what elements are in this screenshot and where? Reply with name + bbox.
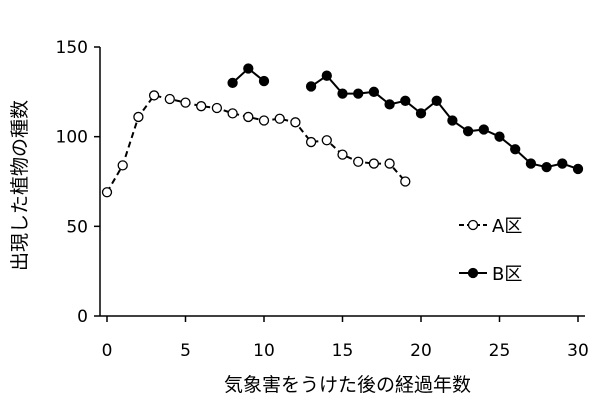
x-tick-label: 20 bbox=[410, 341, 432, 361]
series-a-point bbox=[321, 135, 332, 146]
series-b-point bbox=[368, 86, 380, 97]
series-a-point bbox=[243, 111, 254, 123]
series-b-point bbox=[258, 75, 270, 87]
series-b-point bbox=[384, 99, 395, 110]
legend-a-marker bbox=[467, 219, 479, 231]
y-axis-title: 出現した植物の種数 bbox=[9, 100, 31, 271]
series-a-point bbox=[101, 187, 113, 198]
series-b-point bbox=[337, 88, 348, 99]
series-a-point bbox=[368, 158, 380, 169]
series-a-line bbox=[106, 94, 407, 193]
x-tick-label: 15 bbox=[332, 341, 354, 361]
series-a-point bbox=[400, 176, 411, 187]
tick-group: 0 50 100 150 0 5 10 15 20 25 30 bbox=[56, 38, 589, 361]
series-b-point bbox=[305, 81, 317, 92]
series-a-point bbox=[211, 102, 223, 114]
legend: A区 B区 bbox=[459, 216, 522, 285]
series-b-point bbox=[510, 144, 521, 155]
series-b-point bbox=[353, 88, 364, 99]
series-a-point bbox=[180, 97, 191, 108]
series-b-point bbox=[494, 131, 505, 142]
x-tick-label: 5 bbox=[180, 341, 191, 361]
series-b-line bbox=[310, 74, 579, 170]
series-a-point bbox=[337, 149, 348, 160]
series-a-point bbox=[196, 101, 207, 112]
series-b-point bbox=[541, 162, 552, 173]
series-a-point bbox=[305, 136, 317, 148]
series-a-point bbox=[117, 160, 128, 171]
y-tick-label: 0 bbox=[77, 307, 88, 327]
legend-b-label: B区 bbox=[492, 264, 522, 285]
series-b-point bbox=[227, 77, 238, 89]
series-a-point bbox=[227, 108, 238, 119]
series-a-point bbox=[258, 115, 270, 126]
series-a-point bbox=[353, 156, 364, 167]
series-b-point bbox=[462, 126, 474, 137]
series-b-point bbox=[572, 163, 584, 175]
series-b-point bbox=[243, 63, 254, 74]
legend-b-marker bbox=[467, 267, 479, 279]
x-tick-label: 25 bbox=[489, 341, 511, 361]
series-a-point bbox=[274, 113, 285, 124]
series-a-point bbox=[148, 90, 160, 101]
y-tick-label: 50 bbox=[66, 217, 88, 237]
y-tick-label: 150 bbox=[56, 38, 88, 58]
plot-area bbox=[101, 63, 584, 198]
series-b-point bbox=[525, 158, 537, 169]
series-b-point bbox=[400, 95, 411, 106]
x-axis-title: 気象害をうけた後の経過年数 bbox=[224, 374, 471, 396]
series-a-point bbox=[384, 158, 395, 169]
series-a-point bbox=[164, 93, 175, 105]
x-tick-label: 30 bbox=[567, 341, 589, 361]
x-tick-label: 10 bbox=[253, 341, 275, 361]
series-b-point bbox=[321, 70, 332, 81]
series-b-point bbox=[415, 108, 427, 119]
y-tick-label: 100 bbox=[56, 128, 88, 148]
series-a-point bbox=[133, 111, 144, 123]
series-b-point bbox=[447, 115, 458, 126]
series-b-point bbox=[478, 124, 489, 135]
series-a-point bbox=[290, 117, 301, 128]
series-b-point bbox=[557, 158, 568, 169]
legend-a-label: A区 bbox=[492, 216, 522, 237]
x-tick-label: 0 bbox=[102, 341, 113, 361]
series-b-point bbox=[431, 95, 442, 106]
